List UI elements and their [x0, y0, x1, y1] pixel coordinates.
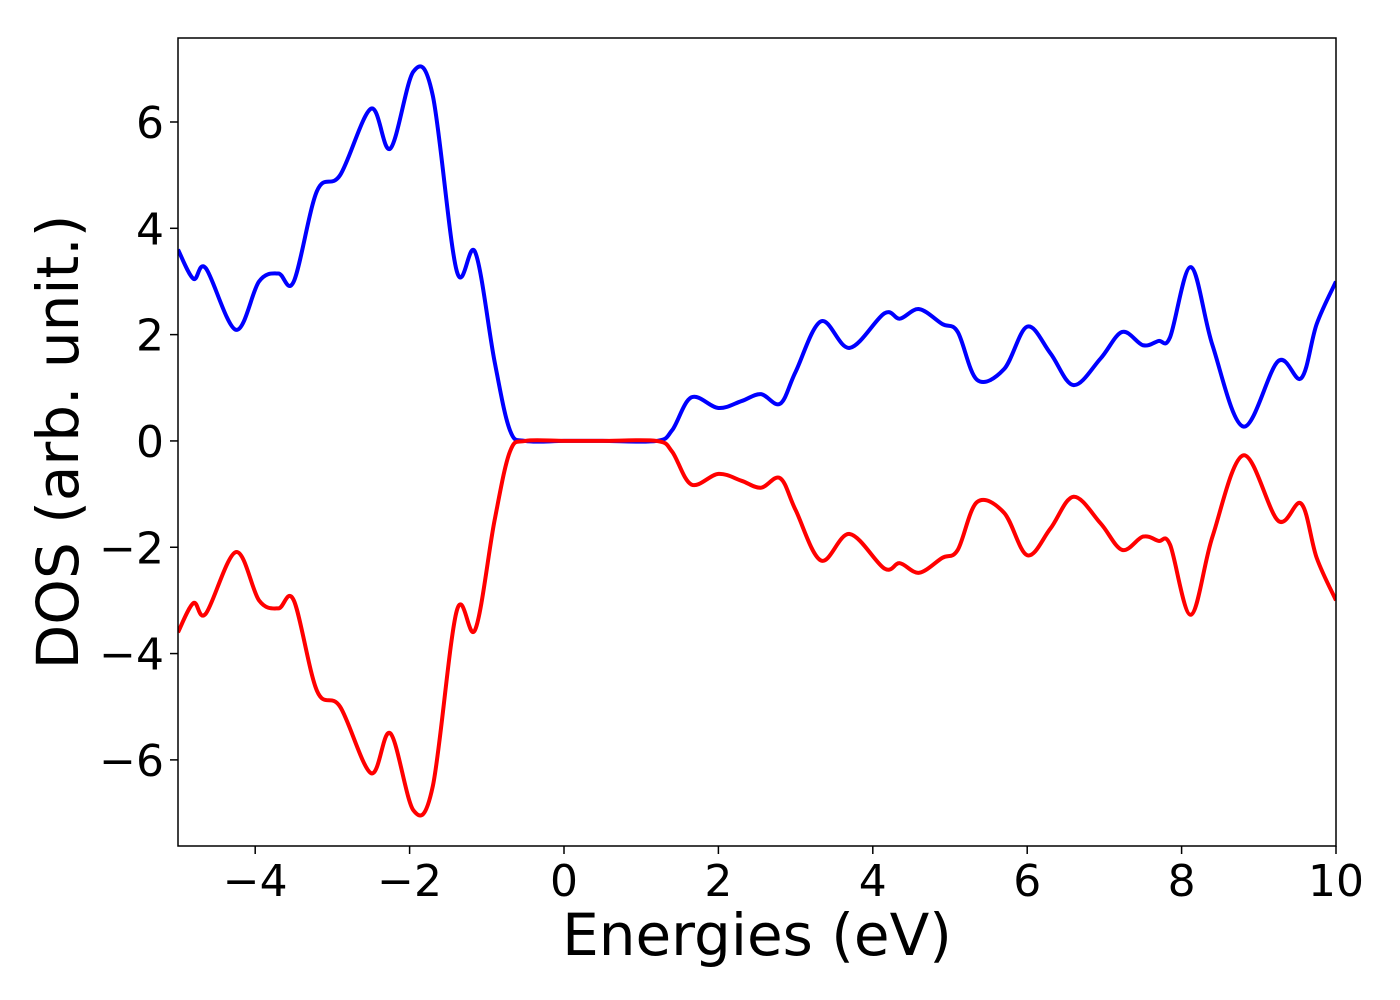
line-series [178, 64, 1336, 444]
x-tick-label: 0 [550, 856, 578, 907]
x-tick-label: 6 [1013, 856, 1041, 907]
y-tick-label: 4 [136, 204, 164, 255]
y-axis-label: DOS (arb. unit.) [24, 215, 92, 670]
x-axis-label: Energies (eV) [562, 901, 952, 969]
line-series [178, 438, 1336, 818]
y-tick-label: 0 [136, 417, 164, 468]
x-tick-label: −4 [223, 856, 288, 907]
y-tick-label: −2 [99, 523, 164, 574]
y-tick-label: 6 [136, 98, 164, 149]
x-tick-label: 8 [1168, 856, 1196, 907]
x-tick-label: 2 [704, 856, 732, 907]
y-tick-label: −6 [99, 736, 164, 787]
x-tick-label: 4 [859, 856, 887, 907]
x-tick-label: 10 [1308, 856, 1364, 907]
y-tick-label: 2 [136, 311, 164, 362]
y-tick-label: −4 [99, 630, 164, 681]
x-tick-label: −2 [377, 856, 442, 907]
plot-frame [177, 37, 1337, 847]
